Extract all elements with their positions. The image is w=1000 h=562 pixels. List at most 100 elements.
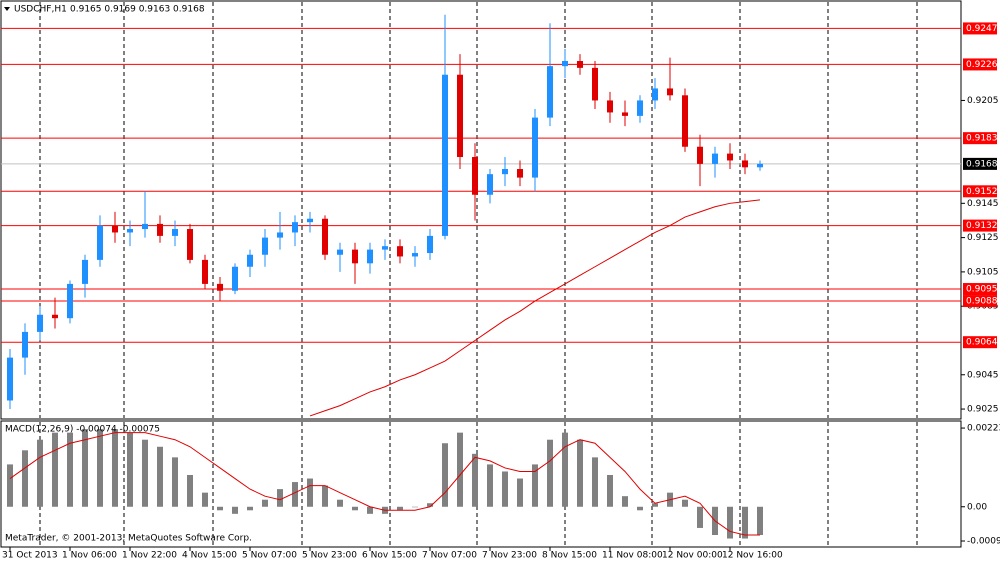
level-tag bbox=[963, 336, 997, 349]
level-tag bbox=[963, 295, 997, 308]
candle-body bbox=[502, 169, 508, 175]
level-tag bbox=[963, 219, 997, 232]
macd-bar bbox=[427, 503, 433, 507]
candle-body bbox=[712, 153, 718, 164]
level-tag bbox=[963, 185, 997, 198]
candle-body bbox=[352, 249, 358, 264]
candle-body bbox=[682, 95, 688, 147]
level-label: 0.9183 bbox=[966, 134, 998, 144]
macd-bar bbox=[97, 429, 103, 507]
x-tick-label: 7 Nov 23:00 bbox=[482, 551, 537, 561]
candle-body bbox=[667, 88, 673, 96]
x-tick-label: 5 Nov 07:00 bbox=[242, 551, 297, 561]
macd-bar bbox=[547, 439, 553, 507]
macd-bar bbox=[562, 432, 568, 507]
candle-body bbox=[532, 117, 538, 178]
level-label: 0.9064 bbox=[966, 338, 998, 348]
macd-bar bbox=[697, 506, 703, 528]
candle-body bbox=[562, 61, 568, 67]
macd-bar bbox=[217, 506, 223, 511]
candle-body bbox=[247, 254, 253, 267]
x-tick-label: 11 Nov 08:00 bbox=[602, 551, 663, 561]
menu-triangle[interactable] bbox=[4, 7, 10, 11]
level-label: 0.9088 bbox=[966, 297, 998, 307]
macd-bar bbox=[247, 506, 253, 511]
macd-bar bbox=[502, 471, 508, 507]
ohlc-readout: 0.9165 0.9169 0.9163 0.9168 bbox=[70, 5, 205, 15]
candle-body bbox=[577, 61, 583, 68]
copyright: MetaTrader, © 2001-2013, MetaQuotes Soft… bbox=[5, 534, 252, 544]
macd-bar bbox=[337, 499, 343, 507]
level-label: 0.9247 bbox=[966, 24, 998, 34]
candle-body bbox=[307, 218, 313, 223]
candle-body bbox=[742, 160, 748, 168]
candle-body bbox=[112, 225, 118, 233]
macd-bar bbox=[187, 475, 193, 507]
candle-body bbox=[202, 259, 208, 284]
candle-body bbox=[142, 223, 148, 230]
candle-body bbox=[697, 146, 703, 164]
candle-body bbox=[322, 218, 328, 255]
candle-body bbox=[157, 223, 163, 236]
macd-bar bbox=[277, 489, 283, 507]
y-tick-label: 0.9145 bbox=[967, 199, 999, 209]
candle-body bbox=[547, 66, 553, 118]
macd-bar bbox=[442, 443, 448, 507]
candle-body bbox=[727, 153, 733, 161]
x-tick-label: 1 Nov 06:00 bbox=[62, 551, 117, 561]
candle-body bbox=[592, 67, 598, 101]
candle-body bbox=[232, 266, 238, 291]
candle-body bbox=[397, 246, 403, 257]
y-tick-label: 0.9045 bbox=[967, 370, 999, 380]
candle-body bbox=[472, 157, 478, 195]
candle-body bbox=[607, 100, 613, 113]
candle-body bbox=[337, 249, 343, 255]
candle-body bbox=[427, 235, 433, 254]
macd-bar bbox=[472, 453, 478, 507]
candle-body bbox=[292, 222, 298, 233]
macd-bar bbox=[577, 439, 583, 507]
macd-bar bbox=[682, 499, 688, 507]
macd-bar bbox=[367, 506, 373, 514]
level-label: 0.9132 bbox=[966, 221, 998, 231]
macd-bar bbox=[727, 506, 733, 539]
date-grid bbox=[39, 2, 918, 546]
candle-body bbox=[382, 246, 388, 250]
macd-bar bbox=[112, 429, 118, 507]
candle-body bbox=[757, 163, 763, 168]
y-tick-label: 0.9105 bbox=[967, 267, 999, 277]
level-label: 0.9095 bbox=[966, 285, 998, 295]
level-label: 0.9226 bbox=[966, 60, 998, 70]
macd-bar bbox=[532, 464, 538, 507]
level-tag bbox=[963, 132, 997, 145]
macd-bar bbox=[67, 432, 73, 507]
macd-bar bbox=[517, 478, 523, 507]
macd-bar bbox=[457, 432, 463, 507]
plot-layer: 0.92050.91450.91250.91050.90850.90450.90… bbox=[1, 14, 1000, 561]
candle-body bbox=[442, 74, 448, 236]
symbol-title: USDCHF,H1 bbox=[14, 5, 67, 15]
macd-bar bbox=[487, 464, 493, 507]
macd-bar bbox=[592, 457, 598, 507]
candle-body bbox=[187, 229, 193, 260]
macd-bar bbox=[637, 506, 643, 511]
candle-body bbox=[37, 314, 43, 332]
macd-bar bbox=[397, 506, 403, 511]
candle-body bbox=[652, 88, 658, 101]
macd-bar bbox=[202, 492, 208, 507]
macd-bar bbox=[307, 478, 313, 507]
macd-bar bbox=[142, 439, 148, 507]
macd-bar bbox=[607, 475, 613, 507]
signal-line bbox=[9, 432, 760, 536]
x-tick-label: 5 Nov 23:00 bbox=[302, 551, 357, 561]
candle-body bbox=[52, 314, 58, 319]
level-tag bbox=[963, 58, 997, 71]
level-tag bbox=[963, 283, 997, 296]
y-tick-label: 0.00 bbox=[967, 502, 987, 512]
candle-body bbox=[487, 174, 493, 195]
candle-body bbox=[22, 331, 28, 358]
macd-pane-frame bbox=[0, 420, 962, 548]
candle-body bbox=[217, 283, 223, 291]
macd-bar bbox=[742, 506, 748, 539]
